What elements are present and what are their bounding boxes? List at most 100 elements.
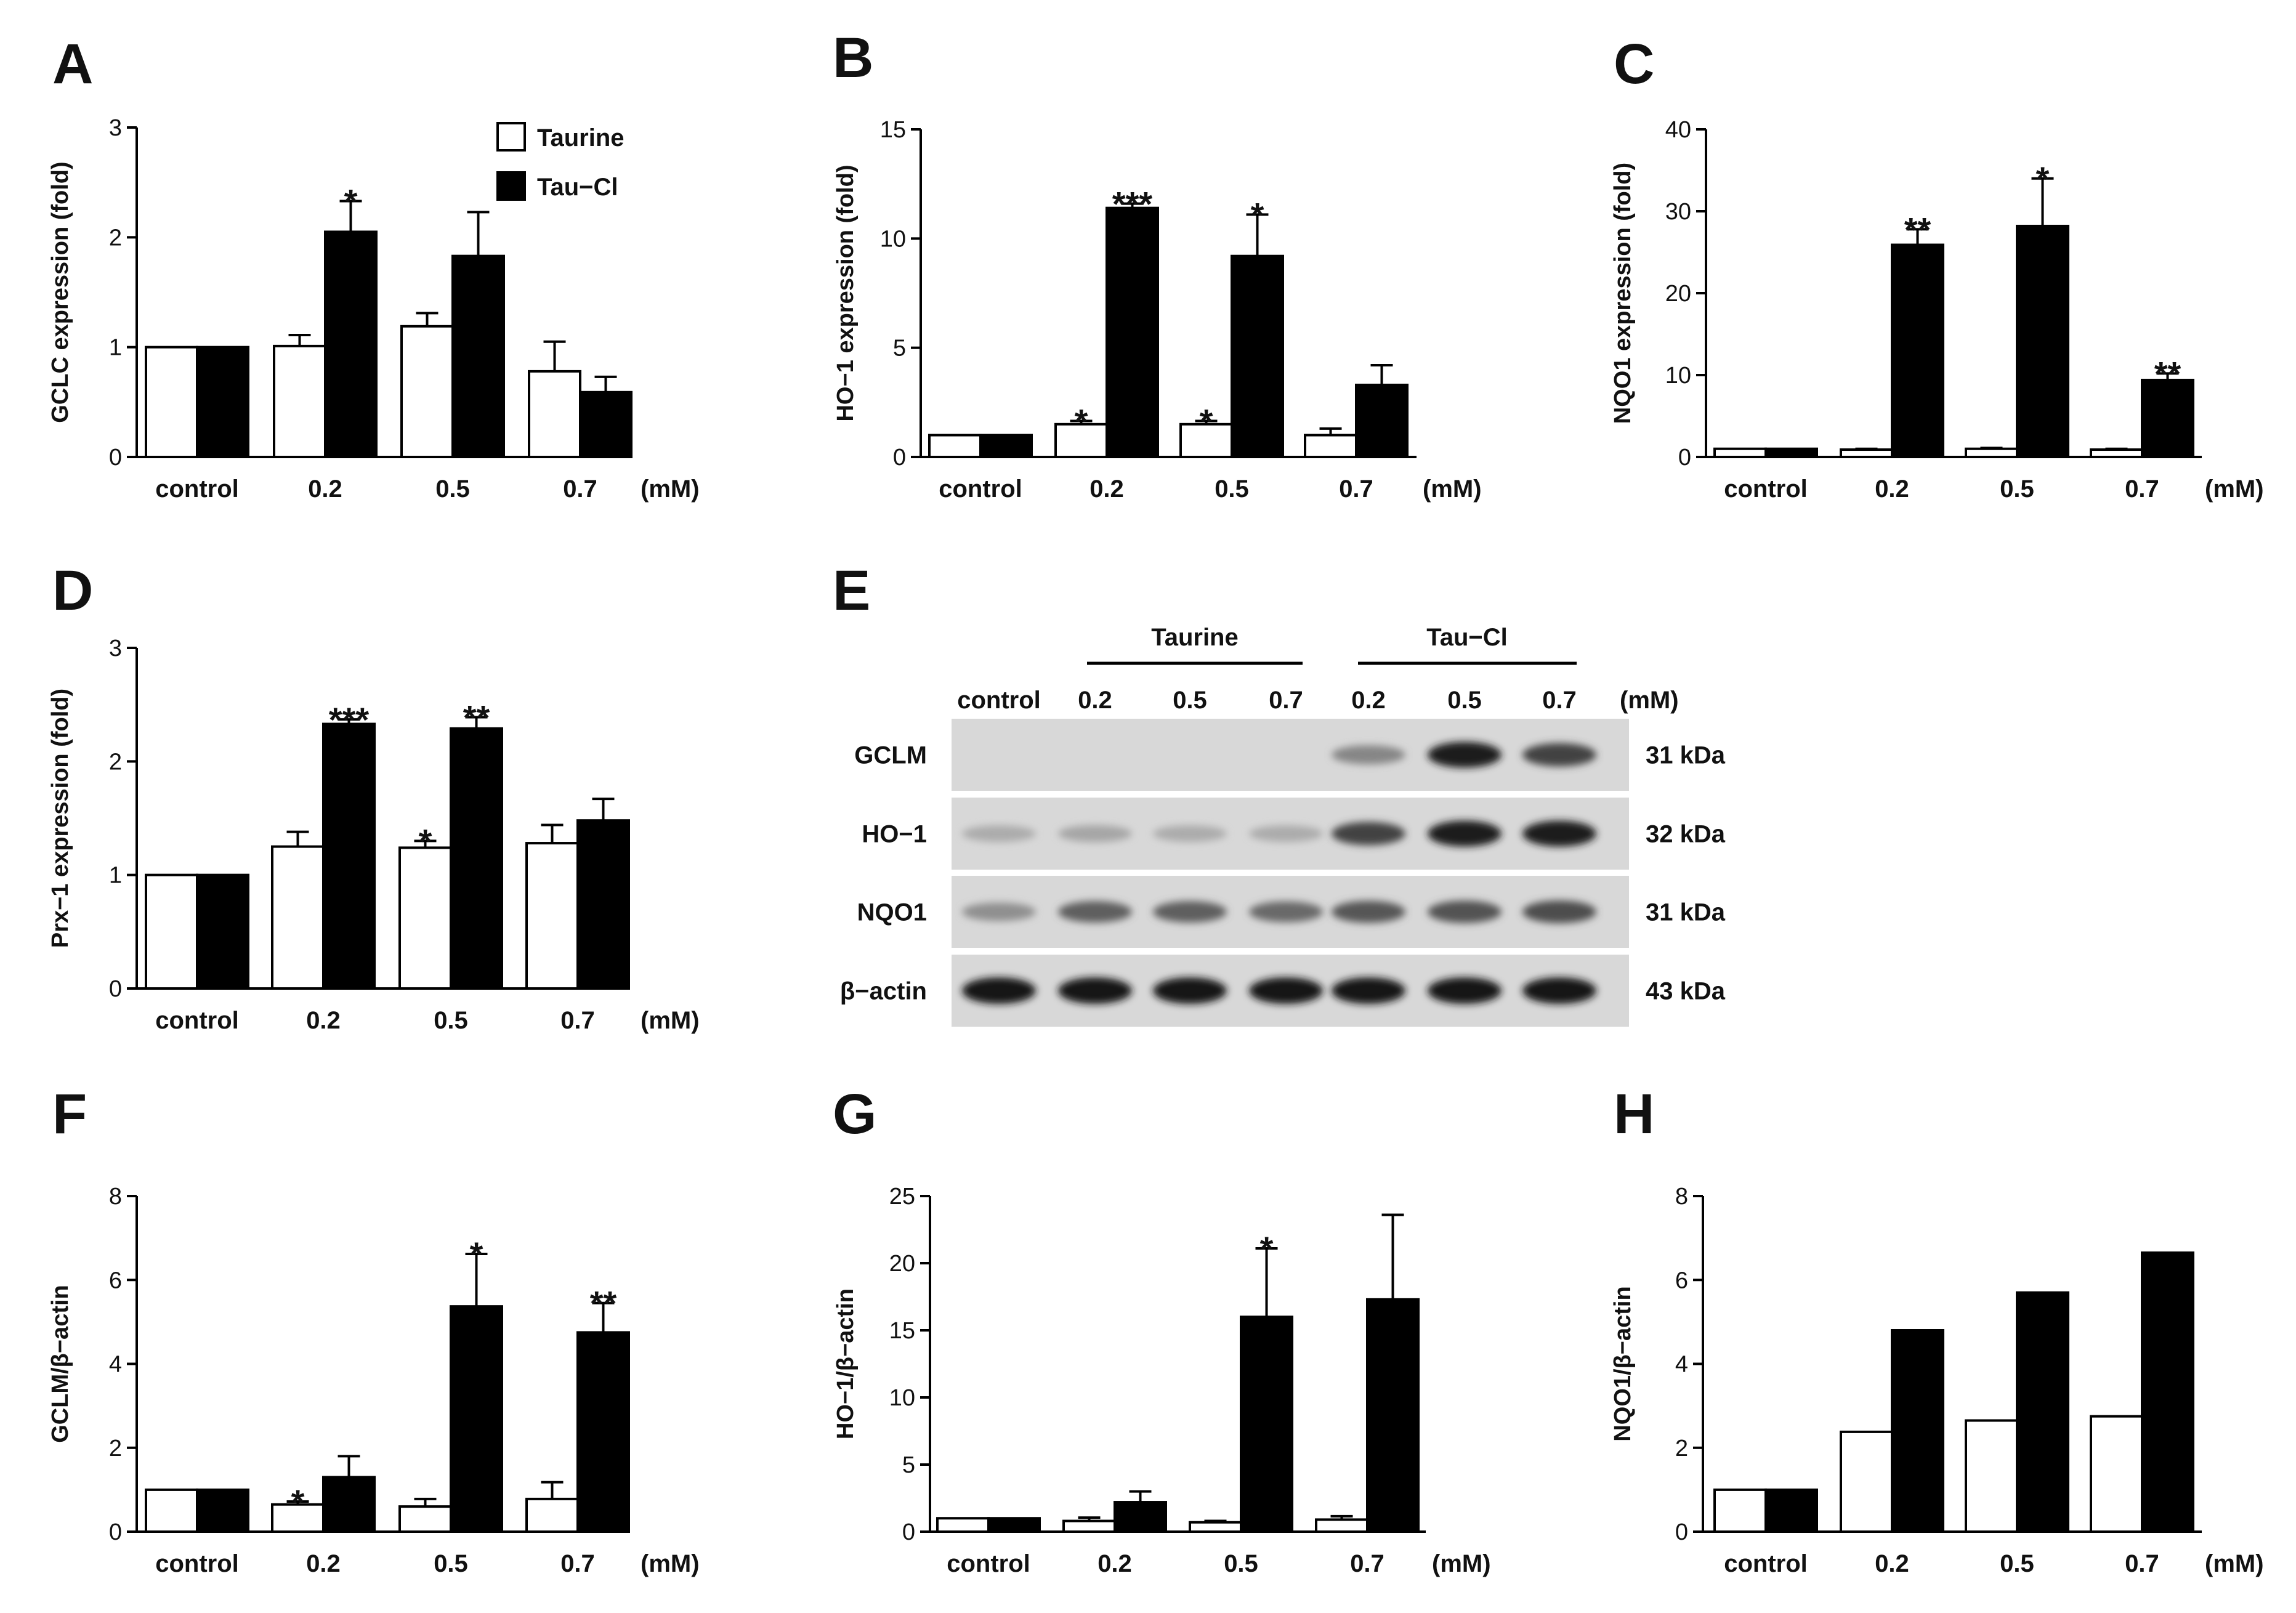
legend-swatch-0 <box>496 122 526 152</box>
panel-label-D: D <box>52 559 93 622</box>
lane-label: 0.7 <box>1269 687 1303 714</box>
bar-taucl-1 <box>324 230 378 458</box>
y-tick-label: 2 <box>1675 1436 1688 1461</box>
blot-band <box>1428 977 1502 1004</box>
y-tick-label: 4 <box>1675 1352 1688 1378</box>
y-axis-title: NQO1 expression (fold) <box>1610 163 1636 424</box>
bar-taucl-2 <box>450 727 503 990</box>
lane-labels: control 0.2 0.5 0.7 0.2 0.5 0.7 <box>957 687 1577 714</box>
blot-band <box>962 977 1036 1004</box>
significance-marker: ** <box>590 1284 617 1323</box>
bar-taurine-3 <box>1315 1518 1368 1533</box>
panel-label-G: G <box>833 1083 877 1146</box>
blot-band <box>1332 745 1405 764</box>
bar-taurine-2 <box>1965 1419 2018 1533</box>
bar-taucl-0 <box>987 1517 1041 1533</box>
bar-taurine-3 <box>525 1497 579 1534</box>
blot-band <box>1428 742 1502 768</box>
units-label: (mM) <box>641 475 700 503</box>
significance-marker: * <box>1260 1229 1274 1268</box>
blot-band <box>1522 743 1596 767</box>
bar-taucl-1 <box>1114 1501 1167 1534</box>
y-tick-label: 5 <box>902 1452 915 1478</box>
y-tick-label: 2 <box>109 1436 122 1461</box>
panel-label-F: F <box>52 1083 87 1146</box>
y-axis-title: HO−1 expression (fold) <box>833 164 859 421</box>
x-tick-label: 0.2 <box>1097 1550 1132 1577</box>
bar-taucl-3 <box>1355 383 1409 459</box>
blot-rows: GCLM 31 kDa HO−1 32 kDa NQO1 31 kDa β−actin 43 … <box>840 719 1726 1027</box>
y-tick-label: 0 <box>902 1519 915 1545</box>
blot-band <box>1249 977 1323 1004</box>
bar-taucl-2 <box>1231 254 1284 458</box>
bar-taucl-3 <box>2141 1251 2194 1533</box>
y-tick-label: 40 <box>1665 117 1691 143</box>
significance-marker: *** <box>329 700 370 739</box>
blot-kda-label: 43 kDa <box>1646 978 1726 1005</box>
units-label: (mM) <box>1432 1550 1491 1577</box>
y-tick-label: 25 <box>889 1184 915 1210</box>
blot-band <box>962 825 1036 842</box>
chart-A: A 0 1 2 3 GCLC expression (fold) * control 0.2 0.… <box>47 33 700 503</box>
y-tick-label: 15 <box>889 1318 915 1344</box>
units-label: (mM) <box>1423 475 1482 503</box>
bar-taucl-0 <box>1764 1488 1818 1533</box>
bar-taurine-0 <box>1713 447 1767 459</box>
lane-label: 0.7 <box>1542 687 1577 714</box>
y-tick-label: 30 <box>1665 199 1691 225</box>
bar-taurine-1 <box>1062 1519 1116 1534</box>
significance-marker: * <box>419 822 432 860</box>
blot-kda-label: 31 kDa <box>1646 742 1726 769</box>
y-tick-label: 15 <box>880 117 906 143</box>
x-tick-label: 0.7 <box>2125 1550 2159 1577</box>
bar-taurine-0 <box>145 1488 198 1533</box>
blot-row-label: GCLM <box>854 742 927 769</box>
panel-label-A: A <box>52 33 93 95</box>
y-tick-label: 5 <box>893 336 906 362</box>
lane-label: 0.5 <box>1447 687 1482 714</box>
bar-taucl-2 <box>450 1305 503 1533</box>
units-label: (mM) <box>2205 1550 2264 1577</box>
x-tick-label: 0.5 <box>434 1550 468 1577</box>
bar-taurine-2 <box>1179 422 1233 458</box>
panel-label-E: E <box>833 559 870 622</box>
blot-band <box>1428 900 1502 923</box>
chart-H: H 0 2 4 6 8 NQO1/β−actin control 0.2 0.5 0.7 (mM) <box>1610 1083 2264 1577</box>
bar-taurine-2 <box>400 325 454 458</box>
units-label: (mM) <box>641 1007 700 1034</box>
bar-taurine-3 <box>2090 1415 2143 1533</box>
panel-label-C: C <box>1614 33 1654 95</box>
x-tick-label: 0.2 <box>1875 1550 1909 1577</box>
panel-label-H: H <box>1614 1083 1654 1146</box>
x-tick-label: 0.2 <box>1089 475 1124 503</box>
significance-marker: ** <box>1904 210 1931 249</box>
significance-marker: * <box>1251 195 1264 234</box>
bar-taucl-0 <box>196 1488 249 1533</box>
x-tick-label: control <box>1724 1550 1808 1577</box>
y-tick-label: 20 <box>889 1251 915 1277</box>
y-tick-label: 3 <box>109 115 122 141</box>
y-tick-label: 20 <box>1665 281 1691 307</box>
y-tick-label: 2 <box>109 225 122 251</box>
bar-taucl-3 <box>576 819 630 990</box>
significance-marker: * <box>1200 402 1213 440</box>
bar-taucl-3 <box>1366 1298 1420 1534</box>
lane-label: 0.2 <box>1351 687 1386 714</box>
x-tick-label: 0.7 <box>560 1550 595 1577</box>
bar-taurine-0 <box>1713 1488 1767 1533</box>
blot-band <box>962 902 1036 921</box>
y-tick-label: 10 <box>889 1385 915 1411</box>
bar-taurine-2 <box>1189 1521 1242 1533</box>
y-tick-label: 1 <box>109 335 122 361</box>
blot-band <box>1058 901 1132 923</box>
legend-swatch-1 <box>496 171 526 201</box>
lane-label: 0.5 <box>1173 687 1207 714</box>
blot-band <box>1153 825 1227 842</box>
bar-taurine-1 <box>1840 448 1893 459</box>
bar-taucl-1 <box>322 1476 376 1533</box>
y-tick-label: 10 <box>1665 363 1691 389</box>
y-tick-label: 1 <box>109 863 122 889</box>
y-tick-label: 0 <box>1675 1519 1688 1545</box>
units-label: (mM) <box>641 1550 700 1577</box>
